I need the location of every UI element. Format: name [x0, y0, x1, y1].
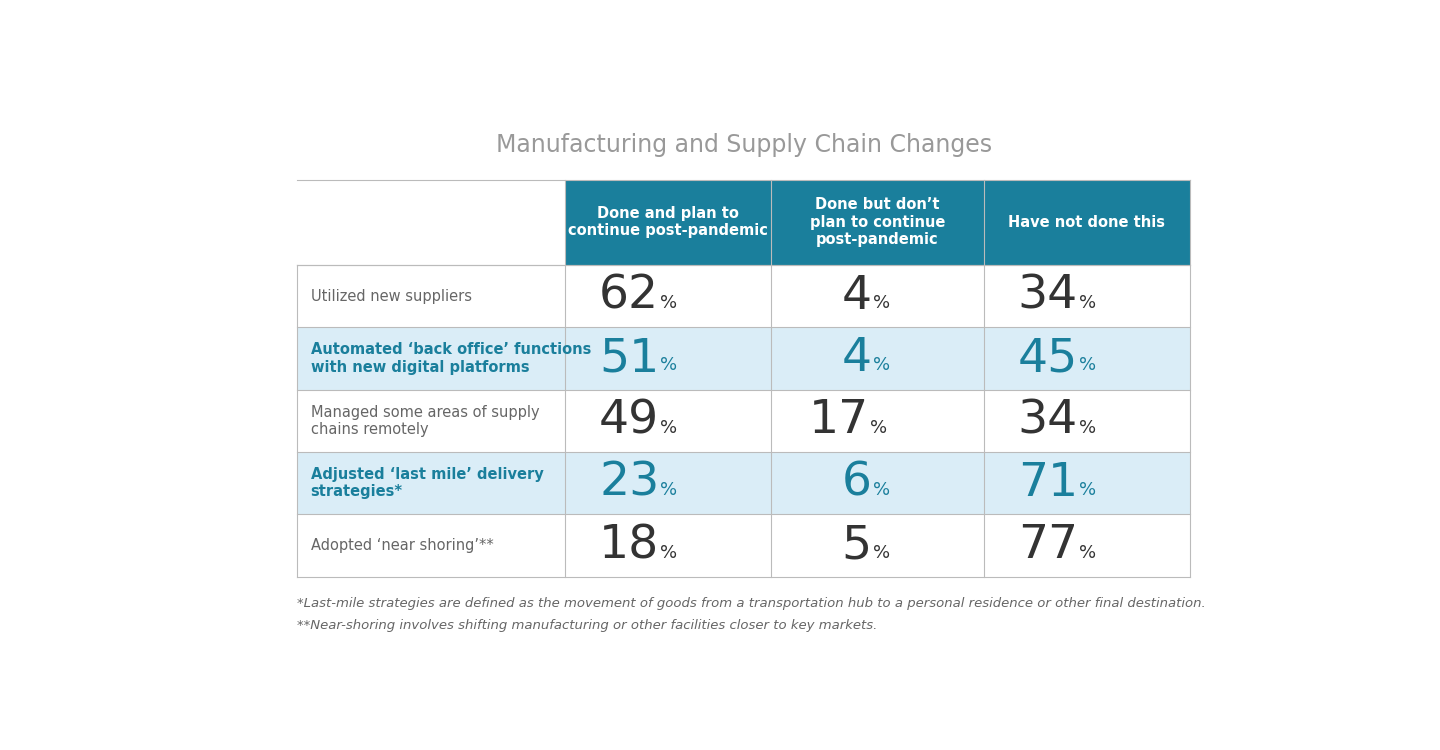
Text: %: % [661, 482, 678, 500]
Text: %: % [1079, 294, 1096, 312]
Text: 6: 6 [842, 460, 873, 506]
Text: 62: 62 [599, 274, 660, 319]
Text: %: % [870, 419, 887, 436]
Text: 4: 4 [842, 274, 873, 319]
FancyBboxPatch shape [297, 452, 1189, 514]
Text: Utilized new suppliers: Utilized new suppliers [311, 289, 471, 304]
Text: 17: 17 [808, 398, 868, 443]
Text: Done and plan to
continue post-pandemic: Done and plan to continue post-pandemic [569, 206, 768, 238]
Text: 49: 49 [599, 398, 660, 443]
Text: %: % [873, 544, 890, 562]
Text: %: % [1079, 419, 1096, 436]
Text: **Near-shoring involves shifting manufacturing or other facilities closer to key: **Near-shoring involves shifting manufac… [297, 619, 877, 632]
Text: 77: 77 [1018, 524, 1077, 568]
FancyBboxPatch shape [984, 179, 1189, 265]
Text: Adopted ‘near shoring’**: Adopted ‘near shoring’** [311, 538, 494, 554]
Text: 71: 71 [1018, 460, 1077, 506]
Text: Done but don’t
plan to continue
post-pandemic: Done but don’t plan to continue post-pan… [809, 197, 945, 248]
Text: %: % [873, 356, 890, 374]
FancyBboxPatch shape [297, 327, 1189, 390]
Text: %: % [873, 482, 890, 500]
Text: %: % [1079, 482, 1096, 500]
Text: Managed some areas of supply
chains remotely: Managed some areas of supply chains remo… [311, 405, 539, 437]
Text: Have not done this: Have not done this [1008, 214, 1165, 230]
Text: 45: 45 [1018, 336, 1077, 381]
Text: 34: 34 [1018, 274, 1077, 319]
Text: %: % [661, 419, 678, 436]
FancyBboxPatch shape [297, 390, 1189, 452]
Text: %: % [1079, 356, 1096, 374]
FancyBboxPatch shape [564, 179, 772, 265]
FancyBboxPatch shape [772, 179, 984, 265]
Text: %: % [1079, 544, 1096, 562]
Text: 51: 51 [599, 336, 660, 381]
Text: 34: 34 [1018, 398, 1077, 443]
Text: %: % [661, 294, 678, 312]
Text: Automated ‘back office’ functions
with new digital platforms: Automated ‘back office’ functions with n… [311, 342, 590, 375]
Text: Manufacturing and Supply Chain Changes: Manufacturing and Supply Chain Changes [495, 133, 992, 157]
Text: Adjusted ‘last mile’ delivery
strategies*: Adjusted ‘last mile’ delivery strategies… [311, 467, 543, 500]
Text: 23: 23 [599, 460, 660, 506]
Text: 18: 18 [599, 524, 660, 568]
Text: 5: 5 [842, 524, 873, 568]
FancyBboxPatch shape [297, 265, 1189, 327]
Text: *Last-mile strategies are defined as the movement of goods from a transportation: *Last-mile strategies are defined as the… [297, 597, 1205, 610]
Text: %: % [661, 356, 678, 374]
Text: %: % [661, 544, 678, 562]
Text: 4: 4 [842, 336, 873, 381]
Text: %: % [873, 294, 890, 312]
FancyBboxPatch shape [297, 514, 1189, 577]
